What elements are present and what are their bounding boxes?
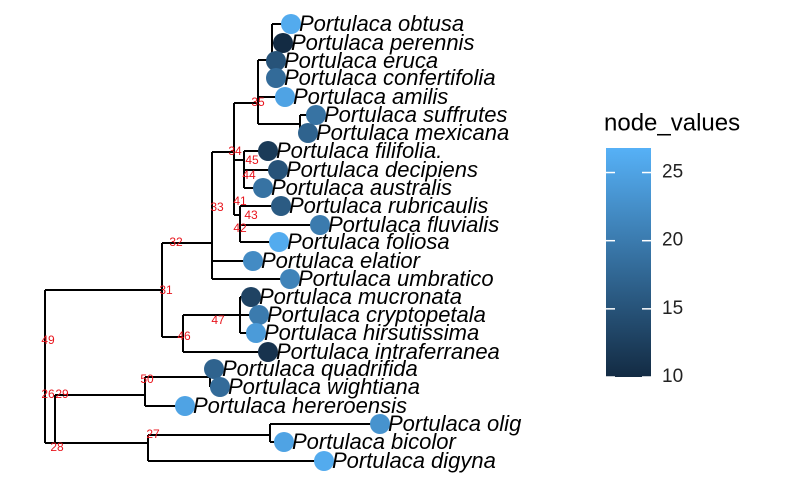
tip-point: [204, 359, 224, 379]
node-label: 31: [159, 283, 173, 297]
node-label: 46: [177, 329, 191, 343]
tip-point: [306, 105, 326, 125]
tip-point: [314, 451, 334, 471]
tip-point: [271, 196, 291, 216]
node-label: 49: [41, 333, 55, 347]
node-label: 45: [245, 153, 259, 167]
tip-point: [274, 432, 294, 452]
legend-tick-label: 15: [662, 298, 683, 319]
tip-point: [266, 51, 286, 71]
legend-tick-label: 10: [662, 366, 683, 387]
tip-label: Portulaca intraferranea: [276, 339, 500, 364]
node-label: 42: [233, 221, 247, 235]
tip-label: Portulaca eruca: [284, 48, 438, 73]
node-label: 44: [242, 168, 256, 182]
tip-label: Portulaca foliosa: [287, 229, 450, 254]
tip-point: [269, 232, 289, 252]
tip-point: [298, 123, 318, 143]
tip-label: Portulaca umbratico: [298, 266, 494, 291]
tip-point: [268, 160, 288, 180]
tip-point: [273, 33, 293, 53]
tip-label: Portulaca rubricaulis: [289, 193, 488, 218]
tip-label: Portulaca quadrifida: [222, 356, 418, 381]
tip-point: [241, 287, 261, 307]
tip-point: [258, 141, 278, 161]
tip-point: [275, 87, 295, 107]
node-label: 29: [55, 387, 69, 401]
node-label: 34: [228, 144, 242, 158]
tip-point: [266, 68, 286, 88]
legend-title: node_values: [604, 109, 740, 136]
tip-point: [246, 323, 266, 343]
tip-point: [249, 305, 269, 325]
node-label: 35: [251, 95, 265, 109]
tip-label: Portulaca digyna: [332, 448, 496, 473]
tip-point: [258, 342, 278, 362]
tip-label: Portulaca amilis: [293, 84, 448, 109]
tip-point: [280, 269, 300, 289]
tip-point: [253, 178, 273, 198]
tip-label: Portulaca olig: [388, 411, 522, 436]
tip-label: Portulaca filifolia.: [276, 138, 442, 163]
tip-label: Portulaca hirsutissima: [264, 320, 479, 345]
tip-label: Portulaca cryptopetala: [267, 302, 486, 327]
tip-label: Portulaca australis: [271, 175, 452, 200]
tip-label: Portulaca suffrutes: [324, 102, 507, 127]
node-label: 26: [41, 387, 55, 401]
legend-tick-label: 20: [662, 230, 683, 251]
tip-label: Portulaca fluvialis: [328, 212, 499, 237]
tip-point: [370, 414, 390, 434]
tip-label: Portulaca confertifolia: [284, 65, 496, 90]
tip-label: Portulaca decipiens: [286, 157, 478, 182]
tip-label: Portulaca perennis: [291, 30, 474, 55]
tip-point: [243, 251, 263, 271]
tip-label: Portulaca wightiana: [228, 374, 420, 399]
tip-point: [175, 396, 195, 416]
tip-label: Portulaca hereroensis: [193, 393, 407, 418]
tip-point: [210, 377, 230, 397]
node-label: 43: [244, 208, 258, 222]
node-label: 41: [233, 194, 247, 208]
legend-tick-label: 25: [662, 162, 683, 183]
tip-label: Portulaca bicolor: [292, 429, 458, 454]
tip-label: Portulaca obtusa: [299, 11, 464, 36]
node-label: 27: [146, 427, 160, 441]
tip-point: [281, 14, 301, 34]
tip-point: [310, 215, 330, 235]
tip-label: Portulaca elatior: [261, 248, 422, 273]
node-label: 47: [211, 313, 225, 327]
node-label: 28: [50, 440, 64, 454]
node-label: 33: [210, 200, 224, 214]
tip-label: Portulaca mexicana: [316, 120, 509, 145]
node-label: 50: [140, 372, 154, 386]
node-label: 32: [169, 235, 183, 249]
tip-label: Portulaca mucronata: [259, 284, 462, 309]
colorbar: [606, 148, 651, 377]
